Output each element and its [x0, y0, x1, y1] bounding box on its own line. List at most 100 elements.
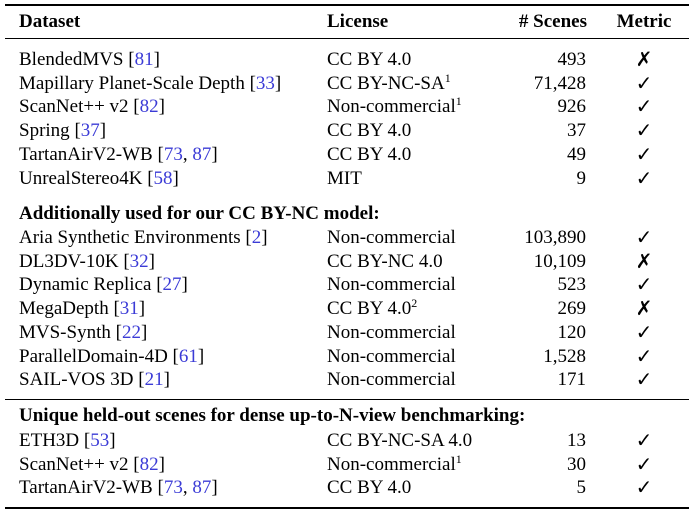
- scenes-count: 37: [567, 120, 586, 142]
- license-cell: Non-commercial: [327, 368, 456, 392]
- dataset-name-cell: Dynamic Replica [27]: [19, 274, 188, 296]
- citation-link[interactable]: 22: [121, 321, 141, 343]
- dataset-name-cell: UnrealStereo4K [58]: [19, 167, 179, 189]
- table-row: Dynamic Replica [27] Non-commercial 523 ✓: [0, 273, 691, 297]
- header-dataset: Dataset: [19, 11, 81, 32]
- dataset-name: MegaDepth: [19, 298, 109, 320]
- top-rule: [5, 4, 689, 6]
- scenes-count: 523: [557, 274, 587, 296]
- check-icon: ✓: [635, 477, 653, 500]
- check-icon: ✓: [635, 274, 653, 297]
- license-text: Non-commercial: [327, 274, 456, 296]
- citation-link[interactable]: 33: [255, 72, 275, 94]
- citation-link[interactable]: 58: [153, 167, 173, 189]
- scenes-count: 269: [557, 298, 587, 320]
- citation-link[interactable]: 32: [129, 250, 149, 272]
- scenes-count: 493: [557, 49, 587, 70]
- license-footnote: 1: [444, 70, 451, 85]
- license-text: Non-commercial: [327, 369, 456, 391]
- license-text: Non-commercial: [327, 96, 456, 118]
- dataset-name-cell: MVS-Synth [22]: [19, 321, 148, 343]
- table-row: ScanNet++ v2 [82] Non-commercial1 30 ✓: [0, 453, 691, 477]
- check-icon: ✓: [635, 143, 653, 166]
- citation-link[interactable]: 81: [134, 49, 154, 70]
- citation-link[interactable]: 31: [119, 298, 139, 320]
- citation-link[interactable]: 21: [144, 369, 164, 391]
- check-icon: ✓: [635, 345, 653, 368]
- license-text: CC BY-NC 4.0: [327, 250, 443, 272]
- license-cell: Non-commercial: [327, 226, 456, 250]
- license-cell: Non-commercial: [327, 321, 456, 345]
- citation-link[interactable]: 61: [178, 345, 198, 367]
- license-cell: Non-commercial1: [327, 95, 462, 119]
- dataset-name: Aria Synthetic Environments: [19, 227, 241, 248]
- table-row: TartanAirV2-WB [73, 87] CC BY 4.0 5 ✓: [0, 476, 691, 500]
- table-row: Spring [37] CC BY 4.0 37 ✓: [0, 119, 691, 143]
- scenes-count: 9: [576, 167, 587, 189]
- table-row: MVS-Synth [22] Non-commercial 120 ✓: [0, 321, 691, 345]
- dataset-name: SAIL-VOS 3D: [19, 369, 134, 391]
- license-cell: MIT: [327, 167, 362, 191]
- license-text: CC BY 4.0: [327, 120, 412, 142]
- citation-link[interactable]: 73: [163, 477, 183, 499]
- scenes-count: 10,109: [533, 250, 586, 272]
- dataset-name: Dynamic Replica: [19, 274, 152, 296]
- license-text: CC BY 4.0: [327, 477, 412, 499]
- header-metric: Metric: [616, 11, 672, 32]
- scenes-count: 5: [576, 477, 587, 499]
- citation-link[interactable]: 2: [251, 227, 262, 248]
- scenes-count: 171: [557, 369, 587, 391]
- license-text: Non-commercial: [327, 321, 456, 343]
- table-row: TartanAirV2-WB [73, 87] CC BY 4.0 49 ✓: [0, 143, 691, 167]
- dataset-name-cell: DL3DV-10K [32]: [19, 250, 155, 272]
- scenes-count: 1,528: [543, 345, 586, 367]
- cross-icon: ✗: [635, 298, 653, 321]
- table-row: BlendedMVS [81] CC BY 4.0 493 ✗: [0, 48, 691, 72]
- table-row: UnrealStereo4K [58] MIT 9 ✓: [0, 167, 691, 191]
- dataset-name-cell: TartanAirV2-WB [73, 87]: [19, 143, 218, 165]
- table-row: SAIL-VOS 3D [21] Non-commercial 171 ✓: [0, 368, 691, 392]
- check-icon: ✓: [635, 167, 653, 190]
- citation-link[interactable]: 53: [90, 430, 110, 451]
- license-cell: Non-commercial1: [327, 453, 462, 477]
- license-text: MIT: [327, 167, 362, 189]
- dataset-name-cell: SAIL-VOS 3D [21]: [19, 369, 170, 391]
- dataset-name: ScanNet++ v2: [19, 96, 129, 118]
- scenes-count: 103,890: [524, 227, 586, 248]
- check-icon: ✓: [635, 96, 653, 119]
- license-cell: CC BY 4.0: [327, 119, 411, 143]
- license-cell: Non-commercial: [327, 345, 456, 369]
- citation-link[interactable]: 82: [139, 453, 159, 475]
- check-icon: ✓: [635, 72, 653, 95]
- dataset-name: TartanAirV2-WB: [19, 143, 153, 165]
- table-row: MegaDepth [31] CC BY 4.02 269 ✗: [0, 297, 691, 321]
- citation-link[interactable]: 27: [162, 274, 182, 296]
- license-footnote: 2: [411, 296, 418, 311]
- table-row: Mapillary Planet-Scale Depth [33] CC BY-N…: [0, 72, 691, 96]
- citation-link[interactable]: 37: [80, 120, 100, 142]
- license-footnote: 1: [455, 94, 462, 109]
- license-cell: CC BY-NC-SA1: [327, 72, 451, 96]
- license-text: CC BY 4.0: [327, 298, 412, 320]
- citation-link[interactable]: 87: [192, 143, 212, 165]
- dataset-name: Mapillary Planet-Scale Depth: [19, 72, 245, 94]
- check-icon: ✓: [635, 321, 653, 344]
- dataset-name-cell: ETH3D [53]: [19, 430, 116, 451]
- license-cell: CC BY-NC-SA 4.0: [327, 429, 472, 453]
- citation-link[interactable]: 73: [163, 143, 183, 165]
- dataset-name: ScanNet++ v2: [19, 453, 129, 475]
- dataset-name-cell: Aria Synthetic Environments [2]: [19, 227, 268, 248]
- license-cell: Non-commercial: [327, 273, 456, 297]
- dataset-name-cell: MegaDepth [31]: [19, 298, 146, 320]
- citation-link[interactable]: 82: [139, 96, 159, 118]
- license-text: Non-commercial: [327, 345, 456, 367]
- header-rule: [5, 38, 689, 39]
- license-text: CC BY 4.0: [327, 143, 412, 165]
- dataset-name-cell: TartanAirV2-WB [73, 87]: [19, 477, 218, 499]
- scenes-count: 30: [567, 453, 586, 475]
- citation-link[interactable]: 87: [192, 477, 212, 499]
- table-row: DL3DV-10K [32] CC BY-NC 4.0 10,109 ✗: [0, 250, 691, 274]
- dataset-name-cell: ParallelDomain-4D [61]: [19, 345, 205, 367]
- header-license: License: [327, 11, 389, 32]
- header-scenes: # Scenes: [518, 11, 587, 32]
